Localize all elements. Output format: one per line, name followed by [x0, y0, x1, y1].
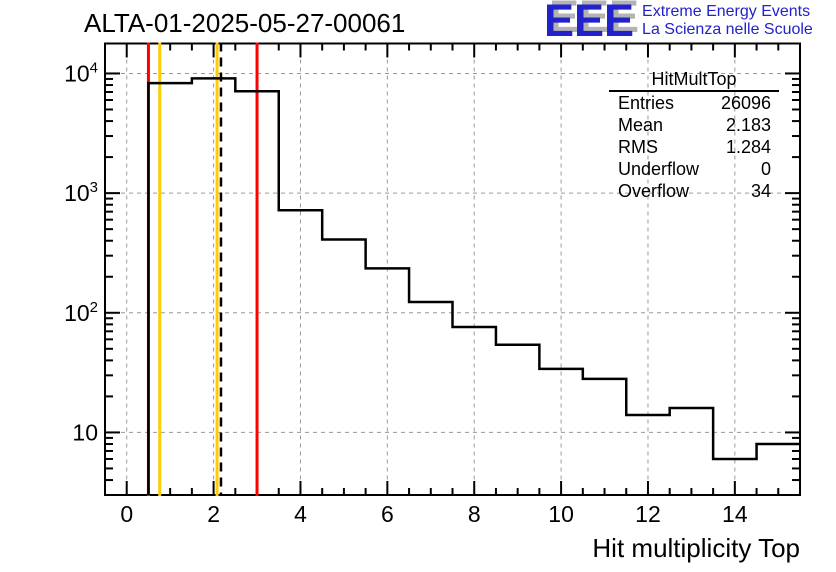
- stats-box: HitMultTop Entries 26096 Mean 2.183 RMS …: [609, 69, 779, 202]
- stats-label: Entries: [618, 93, 675, 113]
- stats-label: Mean: [618, 115, 664, 135]
- y-tick-label: 103: [64, 179, 98, 206]
- x-tick-label: 8: [468, 501, 481, 527]
- x-tick-label: 12: [635, 501, 661, 527]
- chart-title: ALTA-01-2025-05-27-00061: [84, 8, 406, 38]
- y-tick-label: 104: [64, 59, 98, 86]
- stats-row: Overflow 34: [609, 180, 779, 202]
- y-tick-label: 102: [64, 299, 98, 326]
- x-tick-label: 2: [207, 501, 220, 527]
- x-tick-label: 10: [548, 501, 574, 527]
- x-tick-label: 0: [120, 501, 133, 527]
- stats-label: Overflow: [618, 181, 690, 201]
- y-tick-label: 10: [72, 419, 98, 445]
- eee-logo: EEE Extreme Energy Events La Scienza nel…: [544, 0, 813, 46]
- stats-label: Underflow: [618, 159, 700, 179]
- eee-logo-line2: La Scienza nelle Scuole: [642, 21, 813, 38]
- x-tick-label: 14: [722, 501, 748, 527]
- eee-logo-acronym: EEE: [544, 0, 635, 46]
- stats-row: Underflow 0: [609, 158, 779, 180]
- stats-label: RMS: [618, 137, 658, 157]
- stats-value: 1.284: [725, 137, 771, 157]
- stats-value: 34: [750, 181, 771, 201]
- stats-box-title: HitMultTop: [609, 69, 779, 92]
- stats-value: 0: [760, 159, 771, 179]
- stats-row: RMS 1.284: [609, 136, 779, 158]
- eee-logo-text: Extreme Energy Events La Scienza nelle S…: [642, 3, 813, 39]
- x-tick-label: 4: [294, 501, 307, 527]
- x-axis-title: Hit multiplicity Top: [592, 533, 800, 563]
- histogram-outline: [147, 77, 800, 495]
- x-tick-label: 6: [381, 501, 394, 527]
- stats-row: Mean 2.183: [609, 114, 779, 136]
- eee-logo-line1: Extreme Energy Events: [642, 3, 811, 20]
- stats-row: Entries 26096: [609, 92, 779, 114]
- stats-value: 2.183: [725, 115, 771, 135]
- stats-value: 26096: [720, 93, 771, 113]
